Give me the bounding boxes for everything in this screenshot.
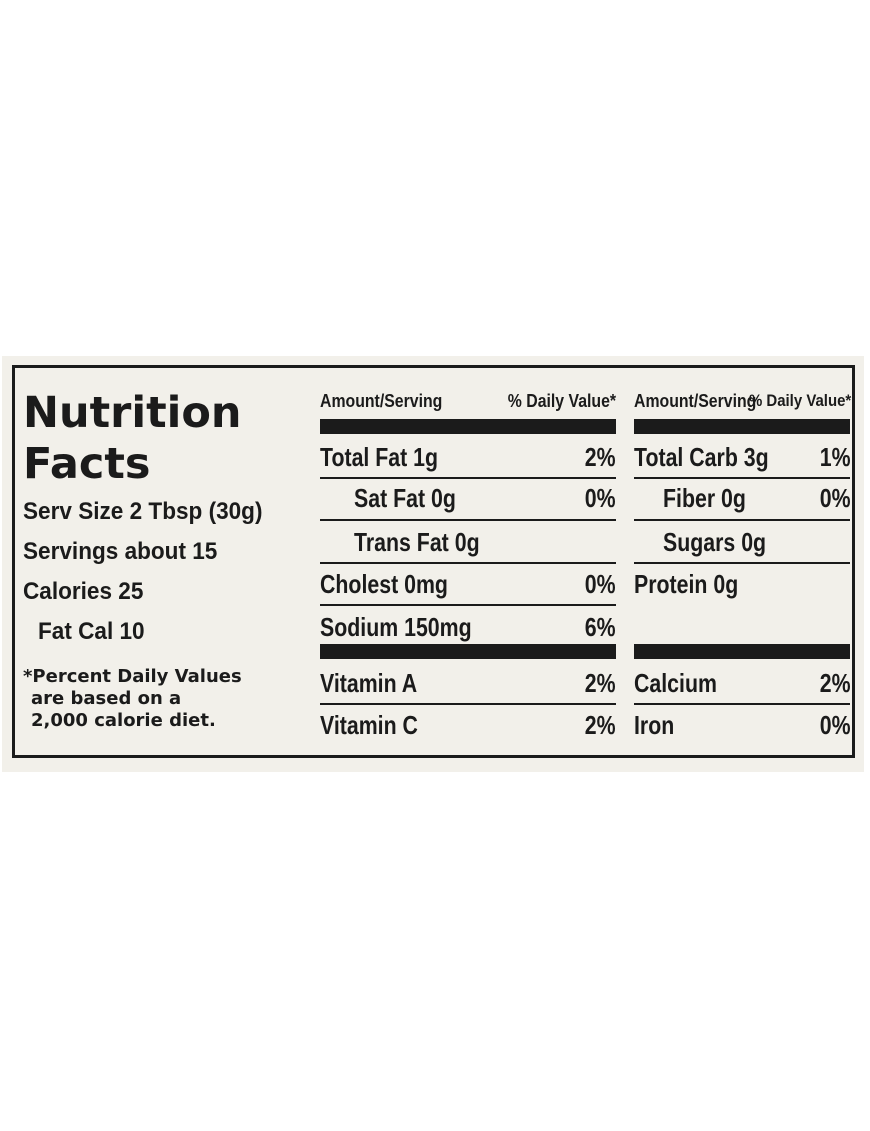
dv-calcium: 2% (820, 668, 851, 698)
footnote-line-1: *Percent Daily Values (23, 666, 242, 687)
footnote-line-3: 2,000 calorie diet. (31, 710, 216, 731)
servings-per-container: Servings about 15 (23, 538, 218, 565)
nutrient-total-carb: Total Carb 3g (634, 442, 769, 472)
thin-rule (320, 562, 616, 564)
nutrient-vitamin-a: Vitamin A (320, 668, 418, 698)
thin-rule (634, 562, 850, 564)
thin-rule (320, 477, 616, 479)
header-amount-serving: Amount/Serving (320, 391, 443, 411)
dv-total-carb: 1% (820, 442, 851, 472)
dv-cholesterol: 0% (585, 569, 616, 599)
footnote-line-2: are based on a (31, 688, 182, 709)
title-line-1: Nutrition (23, 388, 242, 438)
calories: Calories 25 (23, 578, 144, 605)
thin-rule (320, 519, 616, 521)
thick-rule (320, 644, 616, 659)
dv-iron: 0% (820, 710, 851, 740)
thick-rule (320, 419, 616, 434)
thin-rule (634, 477, 850, 479)
mineral-calcium: Calcium (634, 668, 717, 698)
nutrition-label: Nutrition Facts Serv Size 2 Tbsp (30g) S… (2, 356, 864, 772)
dv-total-fat: 2% (585, 442, 616, 472)
fat-calories: Fat Cal 10 (38, 618, 145, 645)
nutrient-total-fat: Total Fat 1g (320, 442, 439, 472)
dv-sodium: 6% (585, 612, 616, 642)
thick-rule (634, 419, 850, 434)
thick-rule (634, 644, 850, 659)
nutrient-trans-fat: Trans Fat 0g (354, 527, 480, 557)
thin-rule (320, 703, 616, 705)
dv-fiber: 0% (820, 483, 851, 513)
thin-rule (320, 604, 616, 606)
dv-vitamin-a: 2% (585, 668, 616, 698)
nutrient-sat-fat: Sat Fat 0g (354, 483, 456, 513)
header-daily-value: % Daily Value* (507, 391, 616, 411)
thin-rule (634, 519, 850, 521)
nutrient-sodium: Sodium 150mg (320, 612, 472, 642)
dv-sat-fat: 0% (585, 483, 616, 513)
thin-rule (634, 703, 850, 705)
serving-size: Serv Size 2 Tbsp (30g) (23, 498, 263, 525)
nutrient-fiber: Fiber 0g (663, 483, 746, 513)
mineral-iron: Iron (634, 710, 675, 740)
nutrient-protein: Protein 0g (634, 569, 739, 599)
nutrient-vitamin-c: Vitamin C (320, 710, 418, 740)
nutrient-cholesterol: Cholest 0mg (320, 569, 448, 599)
label-frame (12, 365, 855, 758)
title-line-2: Facts (23, 439, 151, 489)
header-daily-value-2: % Daily Value* (748, 391, 851, 410)
nutrient-sugars: Sugars 0g (663, 527, 767, 557)
header-amount-serving-2: Amount/Serving (634, 391, 757, 411)
dv-vitamin-c: 2% (585, 710, 616, 740)
